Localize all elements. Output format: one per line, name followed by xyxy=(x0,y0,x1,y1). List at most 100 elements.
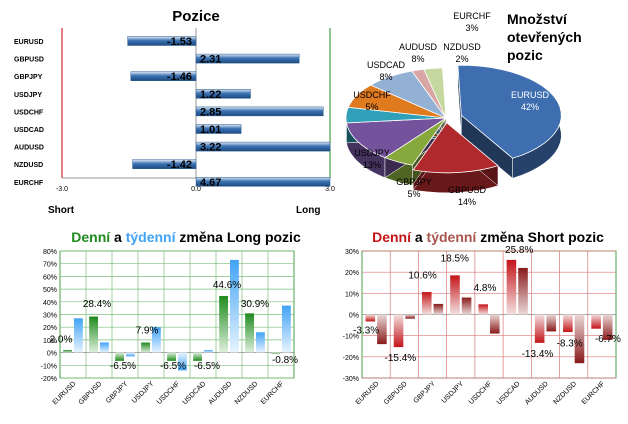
positions-bar xyxy=(195,141,331,152)
category-label: USDCHF xyxy=(468,380,494,406)
data-label: 4.8% xyxy=(474,283,497,294)
positions-value-label: 1.01 xyxy=(200,124,221,136)
positions-bar xyxy=(195,177,331,187)
bar-denní xyxy=(141,342,150,353)
positions-title: Pozice xyxy=(172,8,220,25)
pie-slice xyxy=(346,117,448,159)
y-tick-label: -20% xyxy=(41,376,57,383)
pie-value-label: 13% xyxy=(363,160,381,170)
positions-category-label: EURCHF xyxy=(14,180,44,187)
bar-týdenní xyxy=(152,327,161,353)
data-label: -3.3% xyxy=(353,326,379,337)
bar-týdenní xyxy=(126,352,135,357)
data-label: -8.3% xyxy=(557,338,583,349)
short-title-daily: Denní xyxy=(372,229,412,245)
long-change-title: Denní a týdenní změna Long pozic xyxy=(71,229,301,245)
y-tick-label: 30% xyxy=(43,313,57,320)
long-title-daily: Denní xyxy=(71,229,111,245)
positions-value-label: 4.67 xyxy=(200,177,221,189)
bar-týdenní xyxy=(574,314,585,364)
pie-title-line-1: Množství xyxy=(507,11,568,27)
y-tick-label: -10% xyxy=(41,363,57,370)
short-title-rest: změna Short pozic xyxy=(476,229,604,245)
positions-category-label: GBPUSD xyxy=(14,57,44,64)
positions-bar xyxy=(195,124,242,134)
y-tick-label: 60% xyxy=(43,274,57,281)
y-tick-label: 10% xyxy=(345,291,359,298)
category-label: EURCHF xyxy=(260,380,286,406)
bar-týdenní xyxy=(204,350,213,353)
y-tick-label: 0% xyxy=(349,313,359,320)
positions-bar xyxy=(195,53,300,64)
data-label: 2.0% xyxy=(50,334,73,345)
category-label: USDJPY xyxy=(131,380,156,405)
open-positions-pie: Množství otevřených pozic EURUSD 42% GBPUS… xyxy=(345,11,582,207)
pie-category-label: GBPUSD xyxy=(448,185,487,195)
positions-category-label: USDCHF xyxy=(14,109,44,116)
category-label: AUDUSD xyxy=(208,380,234,406)
pie-value-label: 8% xyxy=(379,72,392,82)
short-title-weekly: týdenní xyxy=(427,229,478,245)
data-label: 28.4% xyxy=(83,299,111,310)
bar-denní xyxy=(478,304,488,315)
positions-category-label: USDJPY xyxy=(14,92,42,99)
category-label: NZDUSD xyxy=(553,380,579,406)
category-label: AUDUSD xyxy=(524,380,550,406)
positions-bar xyxy=(127,36,197,46)
pie-category-label: GBPJPY xyxy=(396,177,432,187)
pie-value-label: 2% xyxy=(455,54,468,64)
bar-týdenní xyxy=(178,352,187,371)
category-label: USDJPY xyxy=(441,380,466,405)
bar-denní xyxy=(167,352,176,361)
bar-týdenní xyxy=(74,318,83,353)
y-tick-label: 50% xyxy=(43,287,57,294)
positions-category-label: GBPJPY xyxy=(14,74,43,81)
bar-denní xyxy=(591,314,601,329)
y-tick-label: -30% xyxy=(343,376,359,383)
category-label: GBPJPY xyxy=(412,380,437,405)
positions-bar xyxy=(130,71,197,81)
pie-title-line-2: otevřených xyxy=(507,29,582,45)
pie-category-label: USDCAD xyxy=(367,60,406,70)
category-label: USDCHF xyxy=(156,380,182,406)
bar-denní xyxy=(63,350,72,353)
bar-týdenní xyxy=(230,259,239,353)
positions-value-label: -1.53 xyxy=(167,36,192,48)
y-tick-label: 10% xyxy=(43,338,57,345)
positions-long-label: Long xyxy=(296,205,320,216)
bar-denní xyxy=(115,352,124,361)
bar-denní xyxy=(193,352,202,361)
bar-týdenní xyxy=(433,303,444,315)
pie-category-label: USDJPY xyxy=(354,148,390,158)
y-tick-label: 40% xyxy=(43,300,57,307)
bar-denní xyxy=(245,313,254,353)
data-label: 18.5% xyxy=(441,254,469,265)
long-title-rest: změna Long pozic xyxy=(176,229,301,245)
data-label: 44.6% xyxy=(213,280,241,291)
pie-value-label: 5% xyxy=(407,189,420,199)
data-label: -13.4% xyxy=(522,349,554,360)
bar-denní xyxy=(450,275,460,315)
category-label: EURCHF xyxy=(581,380,607,406)
category-label: GBPUSD xyxy=(383,380,409,406)
pie-value-label: 14% xyxy=(458,197,476,207)
positions-category-label: USDCAD xyxy=(14,127,44,134)
data-label: 30.9% xyxy=(241,299,269,310)
pie-slice xyxy=(423,67,447,119)
pie-slice xyxy=(457,64,562,159)
positions-value-label: -1.46 xyxy=(167,71,192,83)
bar-denní xyxy=(219,295,228,353)
y-tick-label: 70% xyxy=(43,262,57,269)
bar-týdenní xyxy=(100,342,109,353)
y-tick-label: 30% xyxy=(345,249,359,256)
pie-title-line-3: pozic xyxy=(507,47,543,63)
bar-týdenní xyxy=(546,314,557,332)
bar-denní xyxy=(271,352,280,354)
bar-denní xyxy=(534,314,545,343)
long-title-and: a xyxy=(110,229,126,245)
y-tick-label: 0% xyxy=(47,351,57,358)
positions-category-label: NZDUSD xyxy=(14,162,43,169)
pie-category-label: EURCHF xyxy=(453,11,491,21)
positions-value-label: 2.31 xyxy=(200,54,221,66)
